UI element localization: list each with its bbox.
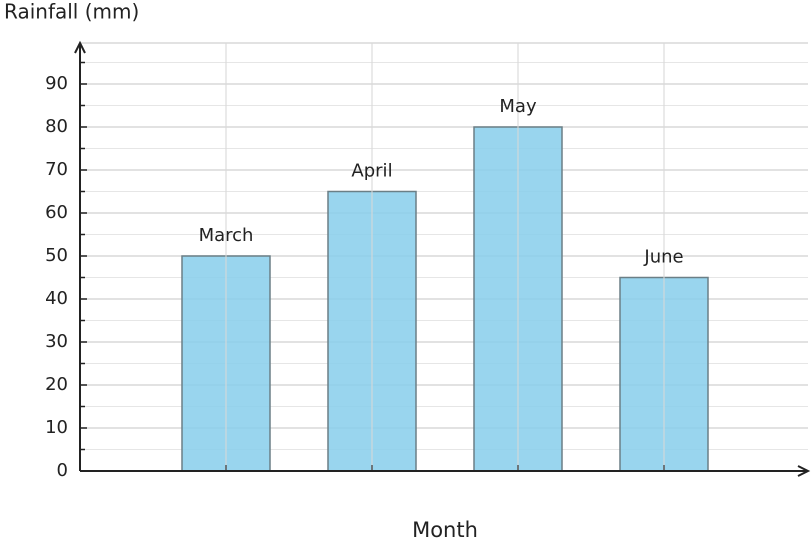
y-tick-label: 10 [45,417,68,438]
bar-category-label: June [643,247,683,268]
y-tick-label: 80 [45,116,68,137]
y-arrow [74,40,86,54]
y-tick-label: 30 [45,331,68,352]
y-tick-label: 60 [45,202,68,223]
bar-category-label: May [499,96,537,117]
y-tick-label: 70 [45,159,68,180]
y-tick-label: 50 [45,245,68,266]
y-tick-label: 90 [45,73,68,94]
y-tick-label: 40 [45,288,68,309]
bar-category-label: April [351,161,392,182]
bar-category-label: March [199,225,254,246]
x-arrow [797,465,811,477]
x-axis-label: Month [412,518,478,542]
y-axis-label: Rainfall (mm) [4,0,139,24]
y-tick-label: 0 [57,460,68,481]
y-tick-label: 20 [45,374,68,395]
